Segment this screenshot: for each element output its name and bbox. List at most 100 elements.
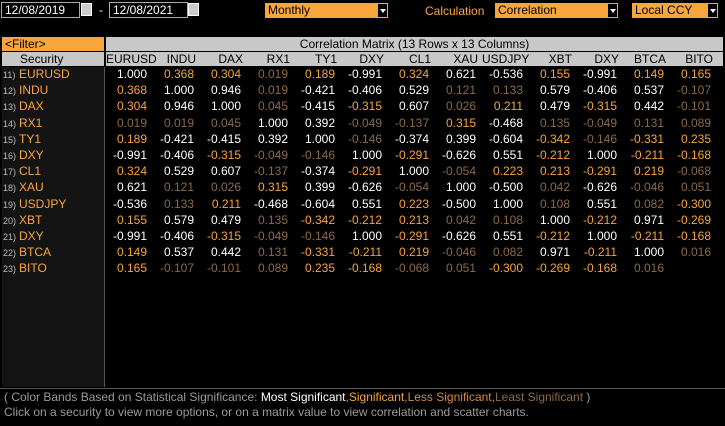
matrix-value[interactable]: -0.468 [253,196,288,211]
matrix-value[interactable]: 0.442 [210,245,241,260]
matrix-value[interactable]: 0.133 [492,83,523,98]
matrix-value[interactable]: 1.000 [539,212,570,227]
matrix-value[interactable]: 0.392 [304,115,335,130]
matrix-value[interactable]: 0.045 [210,115,241,130]
matrix-value[interactable]: -0.626 [347,180,382,195]
matrix-value[interactable]: 0.235 [304,261,335,276]
matrix-value[interactable]: 0.971 [633,212,664,227]
matrix-value[interactable]: -0.342 [535,131,570,146]
matrix-value[interactable]: 0.223 [492,164,523,179]
matrix-value[interactable]: 0.131 [257,245,288,260]
security-name[interactable]: INDU [19,83,49,98]
matrix-value[interactable]: 0.579 [163,212,194,227]
matrix-value[interactable]: -0.626 [441,148,476,162]
matrix-value[interactable]: 0.135 [539,115,570,130]
matrix-value[interactable]: 0.537 [163,245,194,260]
matrix-value[interactable]: 0.019 [257,83,288,98]
matrix-value[interactable]: 0.946 [210,83,241,98]
matrix-value[interactable]: 0.213 [539,164,570,179]
security-name[interactable]: TY1 [19,131,42,146]
matrix-value[interactable]: -0.212 [347,212,382,227]
matrix-value[interactable]: -0.991 [347,67,382,81]
matrix-value[interactable]: 0.089 [257,261,288,276]
matrix-value[interactable]: 0.135 [257,212,288,227]
matrix-value[interactable]: 1.000 [116,67,147,81]
currency-dropdown[interactable]: Local CCY [632,3,718,18]
matrix-value[interactable]: -0.300 [488,261,523,276]
matrix-value[interactable]: 0.479 [539,99,570,114]
security-name[interactable]: DXY [19,229,44,243]
security-name[interactable]: XAU [19,180,44,195]
matrix-value[interactable]: 0.529 [398,83,429,98]
matrix-value[interactable]: 1.000 [586,148,617,162]
matrix-value[interactable]: 0.607 [398,99,429,114]
matrix-value[interactable]: -0.991 [112,148,147,162]
matrix-value[interactable]: -0.291 [347,164,382,179]
period-dropdown[interactable]: Monthly [265,3,388,18]
matrix-value[interactable]: 0.946 [163,99,194,114]
matrix-value[interactable]: 0.019 [163,115,194,130]
matrix-value[interactable]: -0.604 [488,131,523,146]
matrix-value[interactable]: 0.368 [116,83,147,98]
matrix-value[interactable]: -0.168 [582,261,617,276]
matrix-value[interactable]: 0.189 [304,67,335,81]
matrix-value[interactable]: -0.211 [348,245,382,260]
matrix-value[interactable]: 0.551 [492,148,523,162]
matrix-value[interactable]: -0.406 [347,83,382,98]
security-name[interactable]: RX1 [19,115,43,130]
matrix-value[interactable]: 0.042 [539,180,570,195]
matrix-value[interactable]: -0.101 [676,99,711,114]
matrix-value[interactable]: 0.211 [211,196,241,211]
matrix-value[interactable]: 0.607 [210,164,241,179]
matrix-value[interactable]: -0.068 [394,261,429,276]
matrix-value[interactable]: 0.213 [398,212,429,227]
matrix-value[interactable]: -0.415 [206,131,241,146]
matrix-value[interactable]: 0.026 [210,180,241,195]
security-name[interactable]: DXY [19,148,44,162]
matrix-value[interactable]: -0.421 [159,131,194,146]
matrix-value[interactable]: 0.315 [445,115,476,130]
matrix-value[interactable]: -0.211 [630,229,664,243]
matrix-value[interactable]: -0.626 [441,229,476,243]
matrix-value[interactable]: -0.269 [676,212,711,227]
matrix-value[interactable]: -0.049 [582,115,617,130]
matrix-value[interactable]: 0.211 [493,99,523,114]
matrix-value[interactable]: 0.219 [633,164,664,179]
matrix-value[interactable]: -0.604 [300,196,335,211]
matrix-value[interactable]: -0.374 [300,164,335,179]
matrix-value[interactable]: 0.155 [116,212,147,227]
matrix-value[interactable]: -0.046 [629,180,664,195]
matrix-value[interactable]: 0.189 [116,131,147,146]
matrix-value[interactable]: -0.146 [582,131,617,146]
matrix-value[interactable]: -0.212 [535,148,570,162]
matrix-value[interactable]: -0.291 [394,148,429,162]
matrix-value[interactable]: 0.165 [680,67,711,81]
matrix-value[interactable]: -0.421 [300,83,335,98]
matrix-value[interactable]: 0.149 [116,245,147,260]
matrix-value[interactable]: 0.089 [680,115,711,130]
matrix-value[interactable]: 0.223 [398,196,429,211]
matrix-value[interactable]: 0.551 [351,196,382,211]
matrix-value[interactable]: -0.626 [582,180,617,195]
matrix-value[interactable]: 0.045 [257,99,288,114]
matrix-value[interactable]: 0.121 [445,83,476,98]
matrix-value[interactable]: 0.368 [163,67,194,81]
start-date[interactable]: 12/08/2019 [1,2,80,18]
matrix-value[interactable]: -0.374 [394,131,429,146]
matrix-value[interactable]: -0.146 [347,131,382,146]
matrix-value[interactable]: 0.149 [633,67,664,81]
matrix-value[interactable]: -0.146 [300,148,335,162]
matrix-value[interactable]: 1.000 [586,229,617,243]
matrix-value[interactable]: 0.133 [163,196,194,211]
matrix-value[interactable]: 0.551 [586,196,617,211]
matrix-value[interactable]: -0.415 [300,99,335,114]
matrix-value[interactable]: 0.131 [633,115,664,130]
matrix-value[interactable]: 1.000 [351,229,382,243]
matrix-value[interactable]: -0.536 [488,67,523,81]
matrix-value[interactable]: -0.300 [676,196,711,211]
matrix-value[interactable]: -0.212 [582,212,617,227]
filter-button[interactable]: <Filter> [2,37,104,51]
security-name[interactable]: EURUSD [19,67,70,81]
matrix-value[interactable]: -0.049 [347,115,382,130]
matrix-value[interactable]: -0.315 [206,229,241,243]
